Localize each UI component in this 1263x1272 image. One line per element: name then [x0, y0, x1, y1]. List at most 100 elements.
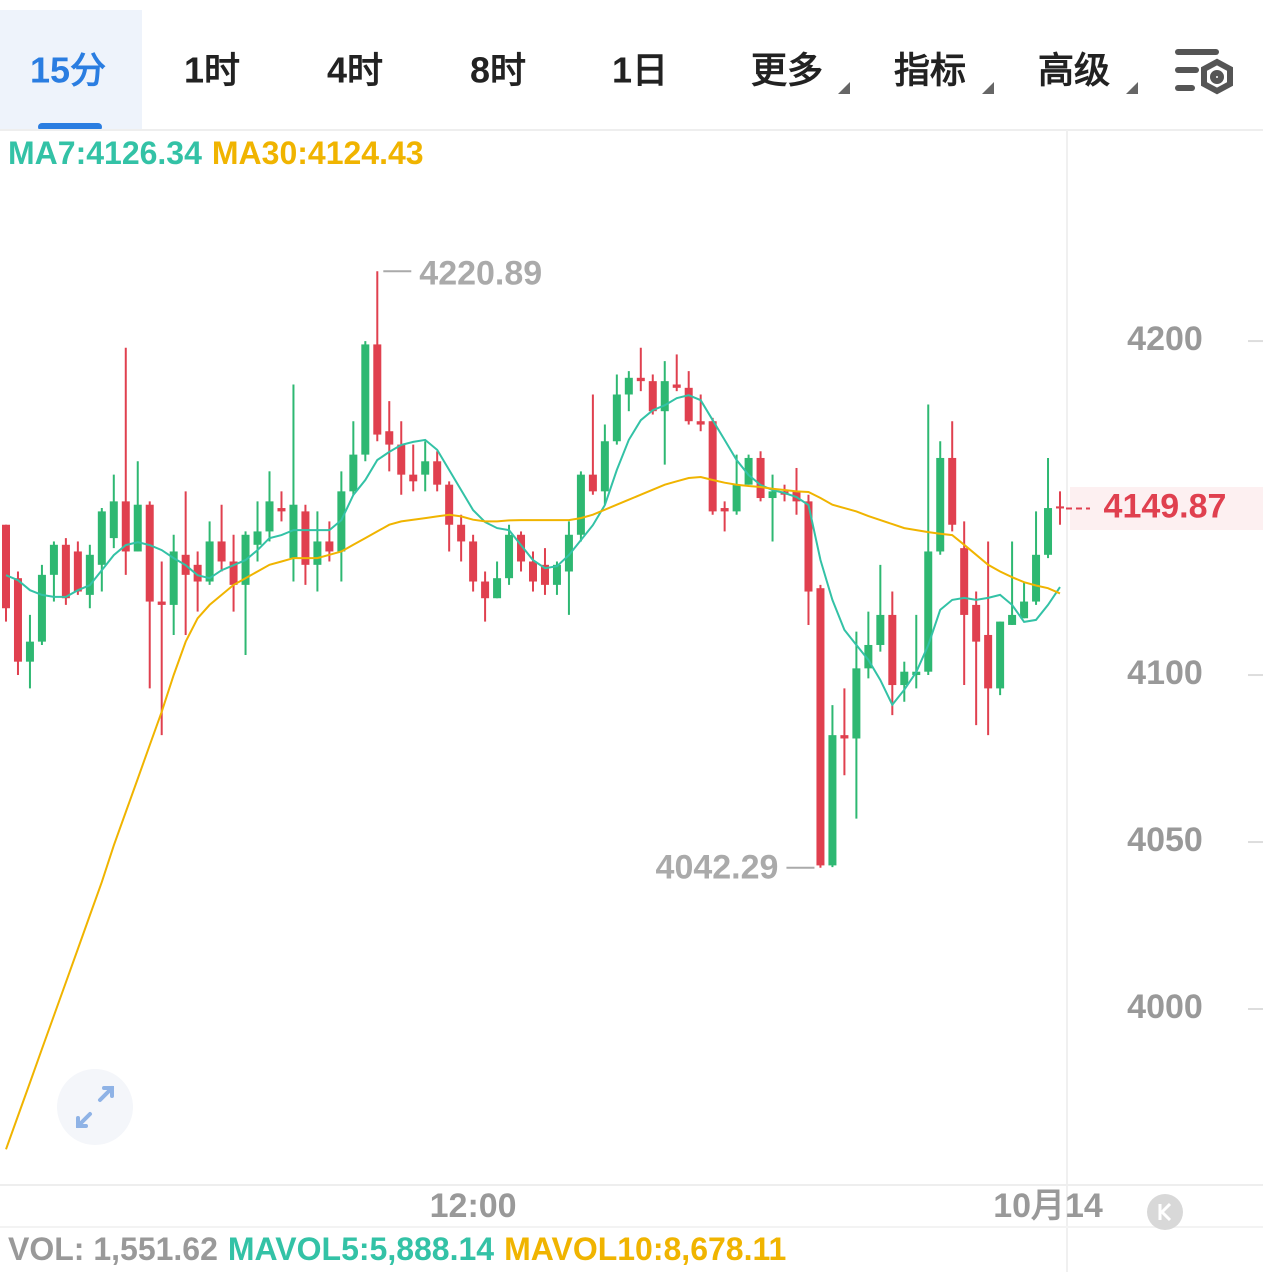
candle-body [421, 461, 430, 475]
y-tick-label: 4100 [1127, 654, 1203, 692]
candle-body [73, 551, 82, 592]
x-tick-label: 12:00 [430, 1187, 517, 1225]
candle-body [397, 444, 406, 475]
ma-line [5, 394, 1061, 707]
active-tab-bg [0, 10, 142, 130]
candle-body [1056, 506, 1064, 509]
candle-body [816, 588, 825, 866]
candle-body [576, 474, 585, 535]
candle-body [732, 484, 741, 512]
candle-body [696, 421, 705, 425]
volume-legend-item: MAVOL5:5,888.14 [228, 1231, 494, 1267]
tab[interactable]: 指标 [894, 50, 966, 91]
candle-body [373, 344, 382, 435]
last-price-bg [1070, 487, 1263, 530]
candle-body [1020, 601, 1029, 619]
candle-body [984, 634, 993, 689]
candle-body [648, 381, 657, 412]
candle-body [229, 561, 238, 585]
candle-body [948, 457, 957, 525]
candle-body [552, 564, 561, 585]
k-button[interactable] [1147, 1194, 1183, 1230]
candle-body [960, 548, 969, 615]
y-tick-label: 4050 [1127, 821, 1203, 859]
candle-body [588, 474, 597, 492]
volume-legend-item: VOL: 1,551.62 [8, 1231, 218, 1267]
candle-body [2, 524, 10, 609]
tab[interactable]: 4时 [327, 50, 383, 91]
candle-body [97, 511, 106, 565]
candle-body [25, 641, 34, 662]
expand-button[interactable] [57, 1069, 133, 1145]
candle-body [540, 564, 549, 585]
candle-body [804, 501, 813, 592]
candle-body [157, 601, 166, 605]
candle-body [169, 551, 178, 605]
candle-body [852, 668, 861, 739]
candle-body [13, 578, 22, 662]
candle-body [301, 511, 310, 565]
candle-body [636, 377, 645, 382]
ma-legend-item: MA7:4126.34 [8, 135, 202, 171]
candle-body [1044, 508, 1053, 555]
candle-body [481, 581, 490, 599]
candle-body [193, 564, 202, 582]
candle-body [361, 344, 370, 455]
candle-body [217, 541, 226, 562]
candle-body [493, 578, 502, 599]
candle-body [888, 614, 897, 686]
candle-body [85, 554, 94, 595]
candle-body [457, 524, 466, 542]
y-tick-label: 4200 [1127, 320, 1203, 358]
candle-body [600, 441, 609, 492]
candle-body [325, 541, 334, 552]
volume-legend-item: MAVOL10:8,678.11 [504, 1231, 786, 1267]
candles [2, 271, 1064, 868]
candle-body [660, 381, 669, 412]
candle-body [61, 544, 70, 599]
high-label: 4220.89 [419, 254, 542, 292]
candle-body [720, 508, 729, 512]
candle-body [996, 621, 1005, 689]
candle-body [876, 614, 885, 645]
candle-body [469, 541, 478, 582]
candle-body [445, 484, 454, 525]
candle-body [924, 551, 933, 672]
candle-body [936, 457, 945, 552]
tab[interactable]: 15分 [30, 50, 106, 91]
candle-body [109, 501, 118, 539]
candle-body [133, 504, 142, 552]
volume-legend: VOL: 1,551.62 MAVOL5:5,888.14 MAVOL10:8,67… [8, 1231, 786, 1267]
candle-body [205, 541, 214, 582]
candle-body [253, 531, 262, 545]
tab[interactable]: 1时 [184, 50, 240, 91]
tab[interactable]: 更多 [751, 50, 823, 91]
tab[interactable]: 高级 [1038, 50, 1110, 91]
dropdown-arrows [838, 82, 1138, 94]
candle-body [505, 534, 514, 579]
candle-body [624, 377, 633, 395]
tab-bar: 15分 1时 4时 8时 1日 更多 指标 高级 [30, 50, 1110, 91]
candle-body [900, 671, 909, 686]
tab[interactable]: 8时 [470, 50, 526, 91]
candle-body [828, 735, 837, 866]
candle-body [756, 457, 765, 499]
x-tick-label: 10月14 [993, 1187, 1103, 1225]
candle-body [684, 387, 693, 422]
candle-body [349, 454, 358, 492]
candle-body [1032, 554, 1041, 602]
candle-body [433, 461, 442, 485]
candle-body [972, 604, 981, 642]
tab[interactable]: 1日 [612, 50, 668, 91]
last-price-label: 4149.87 [1104, 487, 1227, 525]
ma-line [5, 475, 1061, 1150]
candle-body [313, 541, 322, 565]
candle-body [121, 501, 130, 552]
candle-body [37, 574, 46, 642]
candle-body [265, 501, 274, 532]
settings-icon[interactable] [1175, 49, 1233, 95]
candle-body [708, 421, 717, 512]
candle-body [564, 534, 573, 572]
candle-body [612, 394, 621, 442]
